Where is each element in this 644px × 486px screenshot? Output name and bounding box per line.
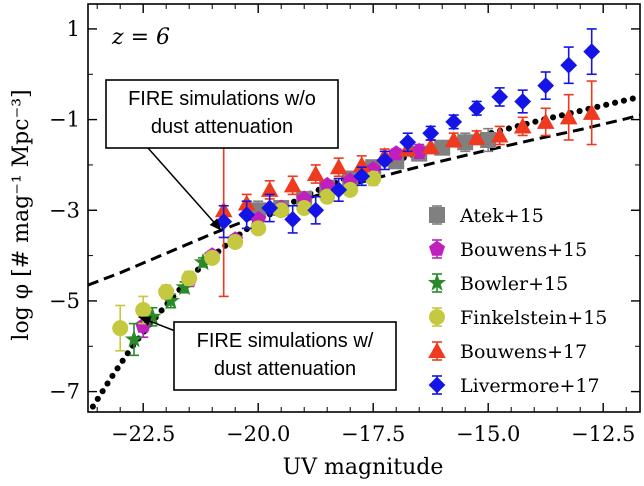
data-point (582, 104, 601, 120)
annotation-arrow-head (138, 316, 152, 326)
x-tick-label: −20.0 (226, 422, 290, 446)
annotation-text: FIRE simulations w/ (197, 330, 374, 352)
data-point (365, 170, 382, 187)
legend-marker (427, 273, 447, 291)
annotation-text: dust attenuation (151, 116, 293, 138)
data-point (559, 108, 578, 125)
plot-frame (87, 3, 641, 413)
data-point (307, 201, 325, 219)
data-point (260, 181, 279, 197)
legend-marker (429, 240, 445, 256)
series-livermore-17 (215, 28, 601, 239)
y-tick-label: −5 (49, 289, 80, 313)
fire-no-dust-curve (88, 113, 640, 287)
redshift-label: z = 6 (111, 25, 170, 50)
x-tick-label: −12.5 (571, 422, 635, 446)
data-point (537, 77, 555, 94)
data-point (536, 113, 555, 129)
legend-item-bouwens-17: Bouwens+17 (428, 341, 587, 363)
data-point (143, 307, 162, 325)
annotation-text: FIRE simulations w/o (128, 88, 316, 110)
data-point (445, 113, 463, 131)
annotation-text: dust attenuation (214, 358, 356, 380)
data-point (329, 158, 348, 175)
data-point (238, 206, 256, 224)
data-point (388, 145, 405, 161)
legend-marker (428, 376, 446, 394)
data-point (330, 181, 348, 199)
x-axis-label: UV magnitude (283, 455, 444, 480)
y-axis-label: log φ [# mag⁻¹ Mpc⁻³] (9, 89, 34, 340)
legend-item-bouwens-15: Bouwens+15 (429, 239, 587, 261)
data-point (283, 176, 302, 193)
legend-label: Bouwens+17 (460, 341, 587, 363)
data-point (467, 128, 486, 145)
data-point (158, 283, 175, 300)
y-tick-label: −1 (49, 108, 80, 132)
data-point (296, 200, 313, 216)
data-point (193, 252, 213, 271)
data-point (135, 302, 152, 318)
x-tick-label: −22.5 (111, 422, 175, 446)
legend-label: Bowler+15 (460, 273, 568, 295)
data-point (342, 181, 359, 198)
annotation-arrow-line (147, 147, 222, 232)
legend-item-finkelstein-15: Finkelstein+15 (429, 307, 607, 329)
data-point (583, 43, 601, 60)
data-point (376, 152, 394, 169)
data-point (421, 138, 440, 154)
data-point (273, 202, 290, 219)
legend-label: Livermore+17 (460, 375, 600, 397)
data-point (514, 93, 532, 110)
legend: Atek+15 Bouwens+15 Bowler+15 Finkelstein+15… (427, 205, 607, 397)
annotation-1: FIRE simulations w/o dust attenuation (105, 79, 339, 232)
annotation-box (105, 79, 339, 149)
data-point (250, 220, 267, 237)
y-tick-label: 1 (67, 17, 80, 41)
data-point (261, 199, 279, 217)
legend-label: Bouwens+15 (460, 239, 587, 261)
data-point (468, 99, 486, 117)
data-point (491, 88, 509, 106)
data-point (513, 117, 532, 134)
data-point (175, 277, 194, 296)
legend-marker (428, 342, 446, 359)
data-point (112, 320, 129, 337)
legend-marker (429, 309, 445, 325)
data-point (227, 234, 244, 250)
data-point (181, 270, 198, 287)
axis-ticks: −22.5 −20.0 −17.5 −15.0 −12.5 1 −1 −3 −5 −7 (49, 4, 640, 446)
x-tick-label: −17.5 (341, 422, 405, 446)
legend-item-atek-15: Atek+15 (429, 205, 544, 227)
annotation-arrow-head (209, 218, 222, 231)
y-tick-label: −3 (49, 198, 80, 222)
legend-label: Atek+15 (459, 205, 544, 227)
series-finkelstein-15 (112, 170, 382, 352)
x-tick-label: −15.0 (456, 422, 520, 446)
legend-marker (429, 207, 445, 223)
annotation-box (173, 321, 397, 391)
series-bowler-15 (124, 252, 213, 357)
data-point (352, 156, 371, 172)
observation-series (112, 28, 601, 357)
data-point (319, 188, 336, 205)
data-point (204, 249, 221, 266)
data-point (399, 133, 417, 151)
legend-item-livermore-17: Livermore+17 (428, 375, 600, 397)
y-tick-label: −7 (49, 380, 80, 404)
data-point (124, 329, 144, 348)
data-point (306, 165, 325, 182)
data-point (161, 291, 180, 309)
data-point (422, 124, 440, 142)
data-point (353, 167, 371, 185)
data-point (284, 210, 302, 228)
legend-item-bowler-15: Bowler+15 (427, 273, 568, 295)
data-point (490, 126, 509, 143)
data-point (444, 131, 463, 148)
data-point (560, 56, 578, 74)
annotation-2: FIRE simulations w/dust attenuation (138, 316, 397, 391)
legend-label: Finkelstein+15 (460, 307, 607, 329)
